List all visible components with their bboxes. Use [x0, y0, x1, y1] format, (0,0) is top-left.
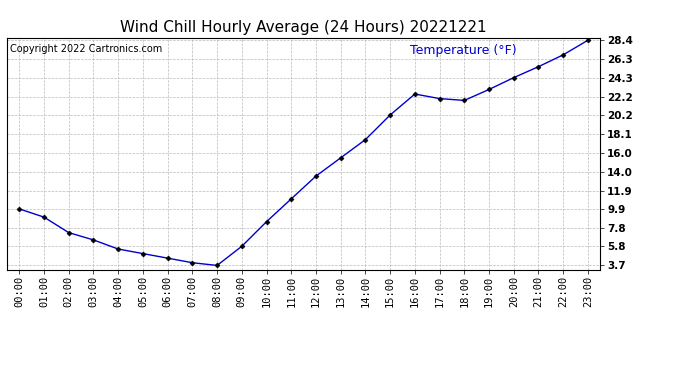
- Text: Copyright 2022 Cartronics.com: Copyright 2022 Cartronics.com: [10, 45, 162, 54]
- Title: Wind Chill Hourly Average (24 Hours) 20221221: Wind Chill Hourly Average (24 Hours) 202…: [120, 20, 487, 35]
- Text: Temperature (°F): Temperature (°F): [411, 45, 517, 57]
